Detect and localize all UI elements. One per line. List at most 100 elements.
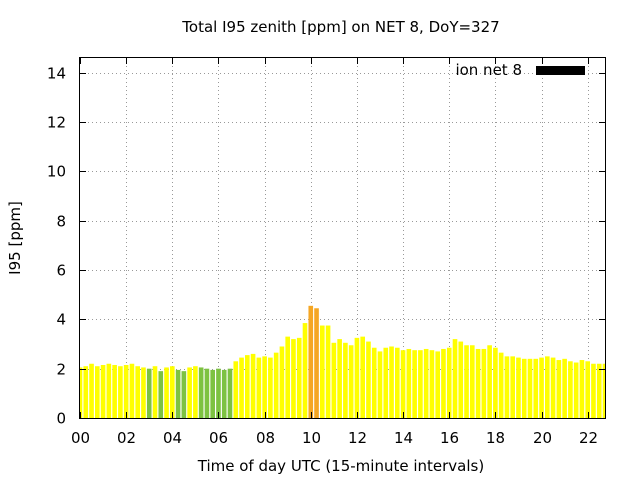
y-tick-label: 2 [56, 361, 66, 379]
bar [291, 339, 296, 418]
bar [429, 350, 435, 418]
x-tick-label: 18 [486, 429, 505, 447]
bar [446, 347, 452, 418]
y-tick-label: 0 [56, 410, 66, 428]
bar [493, 347, 498, 418]
bar [285, 336, 290, 418]
x-tick-label: 04 [163, 429, 182, 447]
bar [314, 308, 319, 418]
bar [308, 305, 314, 418]
bar [296, 337, 302, 418]
bar [412, 350, 417, 418]
bar [89, 363, 94, 418]
bar [550, 357, 556, 418]
bar [325, 325, 331, 418]
bar [418, 350, 423, 418]
bar [141, 367, 146, 418]
chart-title: Total I95 zenith [ppm] on NET 8, DoY=327 [181, 18, 499, 36]
bar [521, 358, 527, 418]
bar [435, 351, 440, 418]
bar [377, 351, 383, 418]
bar [596, 363, 602, 418]
bar [170, 366, 175, 418]
bar [337, 339, 342, 418]
bar [239, 357, 244, 418]
bar [395, 347, 400, 418]
bar [510, 356, 515, 418]
x-tick-labels: 00 02 04 06 08 10 12 14 16 18 20 22 [71, 429, 598, 447]
legend: ion net 8 [455, 61, 585, 79]
x-axis-label: Time of day UTC (15-minute intervals) [197, 457, 484, 475]
y-tick-label: 8 [56, 213, 66, 231]
bar [423, 348, 429, 418]
x-tick-label: 10 [302, 429, 321, 447]
x-tick-label: 02 [117, 429, 136, 447]
bar [441, 348, 446, 418]
bar [498, 352, 504, 418]
bar [262, 356, 267, 418]
bar [406, 348, 412, 418]
bar [268, 357, 273, 418]
legend-swatch [536, 66, 585, 75]
bars [80, 305, 605, 418]
bar [320, 325, 325, 418]
bar [539, 357, 544, 418]
y-tick-label: 6 [56, 262, 66, 280]
bar [481, 348, 487, 418]
bar [198, 367, 204, 418]
bar [591, 363, 596, 418]
bar [250, 353, 256, 418]
bar [360, 336, 365, 418]
bar [562, 358, 567, 418]
bar [100, 364, 106, 418]
bar [193, 366, 198, 418]
bar [175, 369, 181, 418]
y-tick-label: 12 [47, 114, 66, 132]
bar [181, 371, 187, 418]
bar [152, 366, 158, 418]
bar [452, 339, 458, 418]
bar [146, 368, 152, 418]
bar [545, 356, 550, 418]
bar [533, 358, 539, 418]
bar [383, 347, 389, 418]
bar [95, 366, 100, 418]
bar [233, 361, 239, 418]
bar [123, 364, 129, 418]
bar [579, 360, 585, 418]
bar [348, 345, 354, 418]
bar [204, 368, 210, 418]
bar [343, 342, 348, 418]
bar [80, 367, 83, 418]
x-tick-label: 12 [348, 429, 367, 447]
x-tick-label: 22 [579, 429, 598, 447]
bar [216, 368, 221, 418]
y-tick-label: 4 [56, 311, 66, 329]
x-tick-label: 16 [440, 429, 459, 447]
y-axis-label: I95 [ppm] [6, 201, 24, 275]
bar [256, 357, 262, 418]
bar [129, 363, 135, 418]
bar [106, 363, 112, 418]
ticks [80, 58, 605, 419]
bar [504, 356, 510, 418]
bar [112, 364, 117, 418]
bar [470, 345, 475, 418]
y-tick-label: 14 [47, 65, 66, 83]
bar [585, 361, 590, 418]
bar [389, 346, 394, 418]
bar [221, 369, 227, 418]
bar [164, 367, 169, 418]
bar [158, 371, 164, 418]
bar [245, 355, 250, 418]
legend-label: ion net 8 [455, 61, 522, 79]
bar [556, 360, 562, 418]
x-tick-label: 08 [256, 429, 275, 447]
bar [366, 341, 371, 418]
y-tick-labels: 0 2 4 6 8 10 12 14 [47, 65, 66, 428]
bar [516, 357, 521, 418]
bar [331, 342, 337, 418]
bar [210, 369, 215, 418]
bar [135, 366, 140, 418]
